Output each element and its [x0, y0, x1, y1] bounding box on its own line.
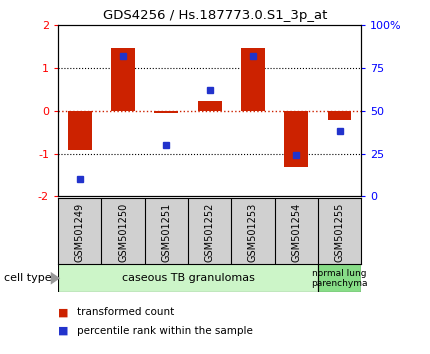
Bar [68, 110, 92, 150]
Text: GSM501250: GSM501250 [118, 203, 128, 262]
Text: ■: ■ [58, 326, 68, 336]
Bar [318, 264, 361, 292]
Bar [111, 48, 135, 110]
Text: transformed count: transformed count [77, 307, 175, 317]
Text: percentile rank within the sample: percentile rank within the sample [77, 326, 253, 336]
Text: GSM501251: GSM501251 [161, 203, 171, 262]
Text: GSM501254: GSM501254 [291, 203, 301, 262]
Text: GSM501249: GSM501249 [75, 203, 85, 262]
Bar [58, 264, 318, 292]
Text: GDS4256 / Hs.187773.0.S1_3p_at: GDS4256 / Hs.187773.0.S1_3p_at [103, 9, 327, 22]
Text: caseous TB granulomas: caseous TB granulomas [122, 273, 255, 283]
Bar [154, 110, 178, 113]
Bar [328, 110, 351, 120]
Text: GSM501253: GSM501253 [248, 203, 258, 262]
Polygon shape [51, 272, 60, 285]
Bar [241, 47, 265, 110]
Text: GSM501252: GSM501252 [205, 203, 215, 262]
Bar [198, 101, 221, 110]
Text: cell type: cell type [4, 273, 52, 283]
Text: normal lung
parenchyma: normal lung parenchyma [311, 269, 368, 288]
Text: GSM501255: GSM501255 [335, 203, 344, 262]
Bar [284, 110, 308, 167]
Text: ■: ■ [58, 307, 68, 317]
